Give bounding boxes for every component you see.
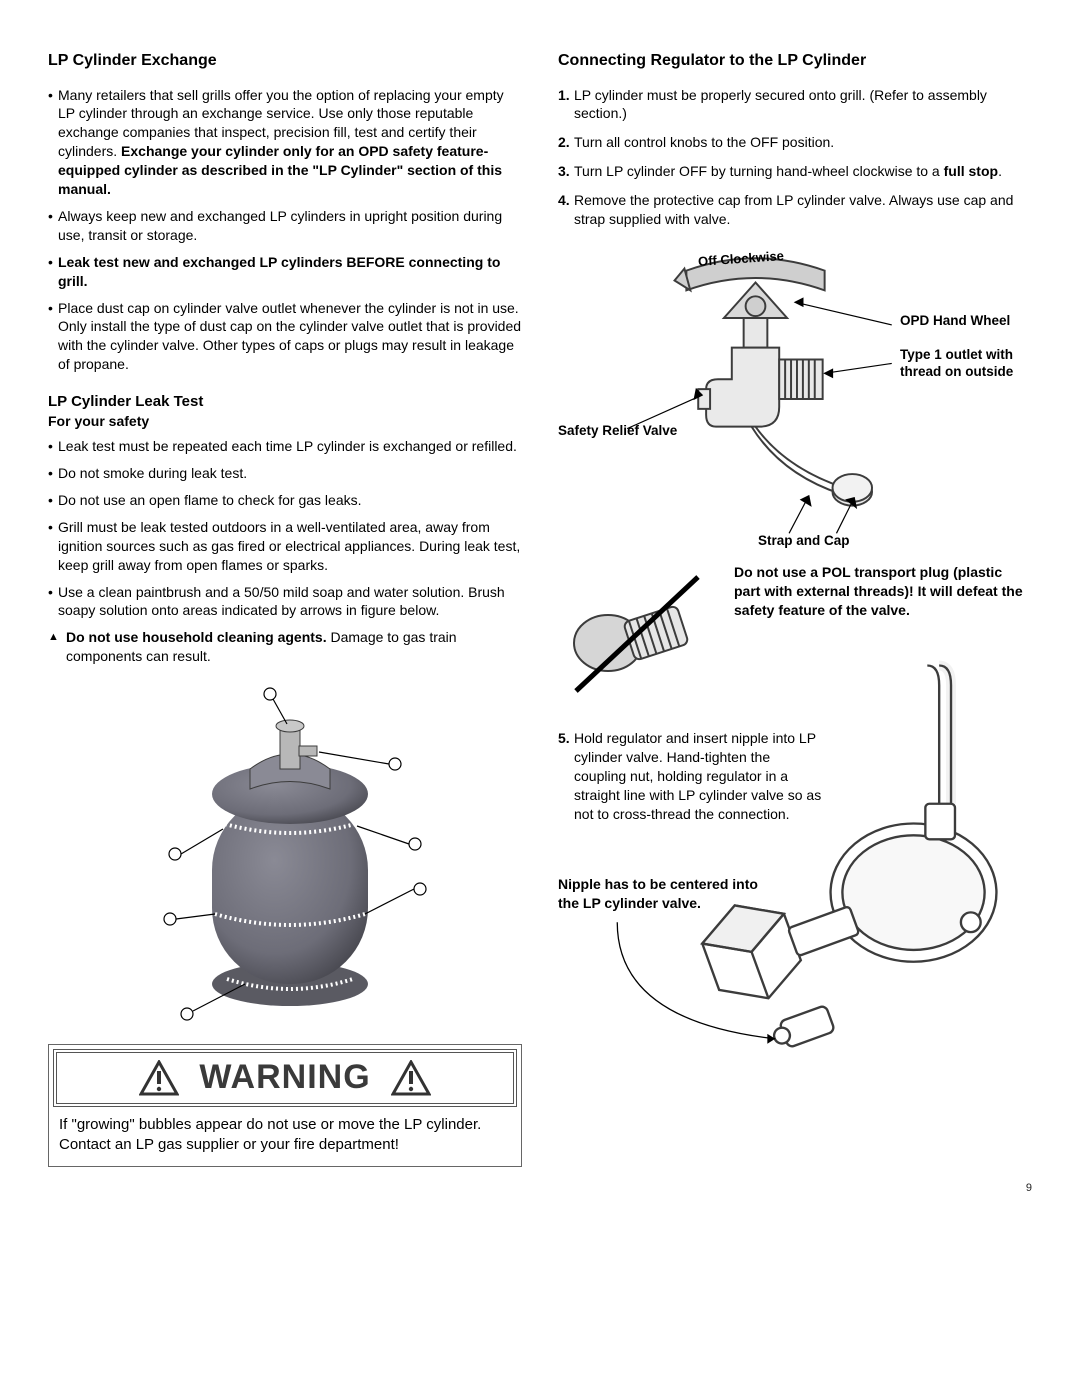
warning-body: If "growing" bubbles appear do not use o… [49,1111,521,1166]
heading-exchange: LP Cylinder Exchange [48,50,522,72]
list-item: Leak test must be repeated each time LP … [48,437,522,456]
warning-triangle-icon [391,1060,431,1096]
pol-warning-text: Do not use a POL transport plug (plastic… [734,563,1032,620]
label-opd: OPD Hand Wheel [900,313,1010,330]
page-number: 9 [48,1181,1032,1196]
left-column: LP Cylinder Exchange Many retailers that… [48,50,522,1167]
warning-title: WARNING [199,1055,370,1101]
label-type1: Type 1 outlet with thread on outside [900,347,1030,381]
page-container: LP Cylinder Exchange Many retailers that… [48,50,1032,1167]
list-item: Do not use an open flame to check for ga… [48,491,522,510]
list-item: Always keep new and exchanged LP cylinde… [48,207,522,245]
list-item: 3.Turn LP cylinder OFF by turning hand-w… [558,162,1032,181]
warning-header: WARNING [53,1049,517,1107]
list-item: Grill must be leak tested outdoors in a … [48,518,522,575]
valve-diagram: Off Clockwise OPD Hand Wheel Type 1 outl… [558,239,1032,559]
label-nipple: Nipple has to be centered into the LP cy… [558,875,758,911]
regulator-diagram: Nipple has to be centered into the LP cy… [558,653,1032,1073]
subheading-safety: For your safety [48,412,522,431]
label-strap: Strap and Cap [758,533,850,550]
heading-connect: Connecting Regulator to the LP Cylinder [558,50,1032,72]
list-item: Many retailers that sell grills offer yo… [48,86,522,199]
list-item: Do not smoke during leak test. [48,464,522,483]
label-safety: Safety Relief Valve [558,423,677,440]
exchange-bullet-list: Many retailers that sell grills offer yo… [48,86,522,374]
right-column: Connecting Regulator to the LP Cylinder … [558,50,1032,1167]
list-item: 4.Remove the protective cap from LP cyli… [558,191,1032,229]
warning-triangle-icon [139,1060,179,1096]
connect-steps: 1.LP cylinder must be properly secured o… [558,86,1032,229]
list-item: Use a clean paintbrush and a 50/50 mild … [48,583,522,621]
list-item: Place dust cap on cylinder valve outlet … [48,299,522,375]
leak-bullet-list: Leak test must be repeated each time LP … [48,437,522,666]
list-item: 2.Turn all control knobs to the OFF posi… [558,133,1032,152]
warning-box: WARNING If "growing" bubbles appear do n… [48,1044,522,1166]
list-item: 1.LP cylinder must be properly secured o… [558,86,1032,124]
list-item-warning: Do not use household cleaning agents. Da… [48,628,522,666]
list-item: Leak test new and exchanged LP cylinders… [48,253,522,291]
heading-leak-test: LP Cylinder Leak Test [48,392,522,412]
cylinder-leak-diagram [115,674,455,1034]
